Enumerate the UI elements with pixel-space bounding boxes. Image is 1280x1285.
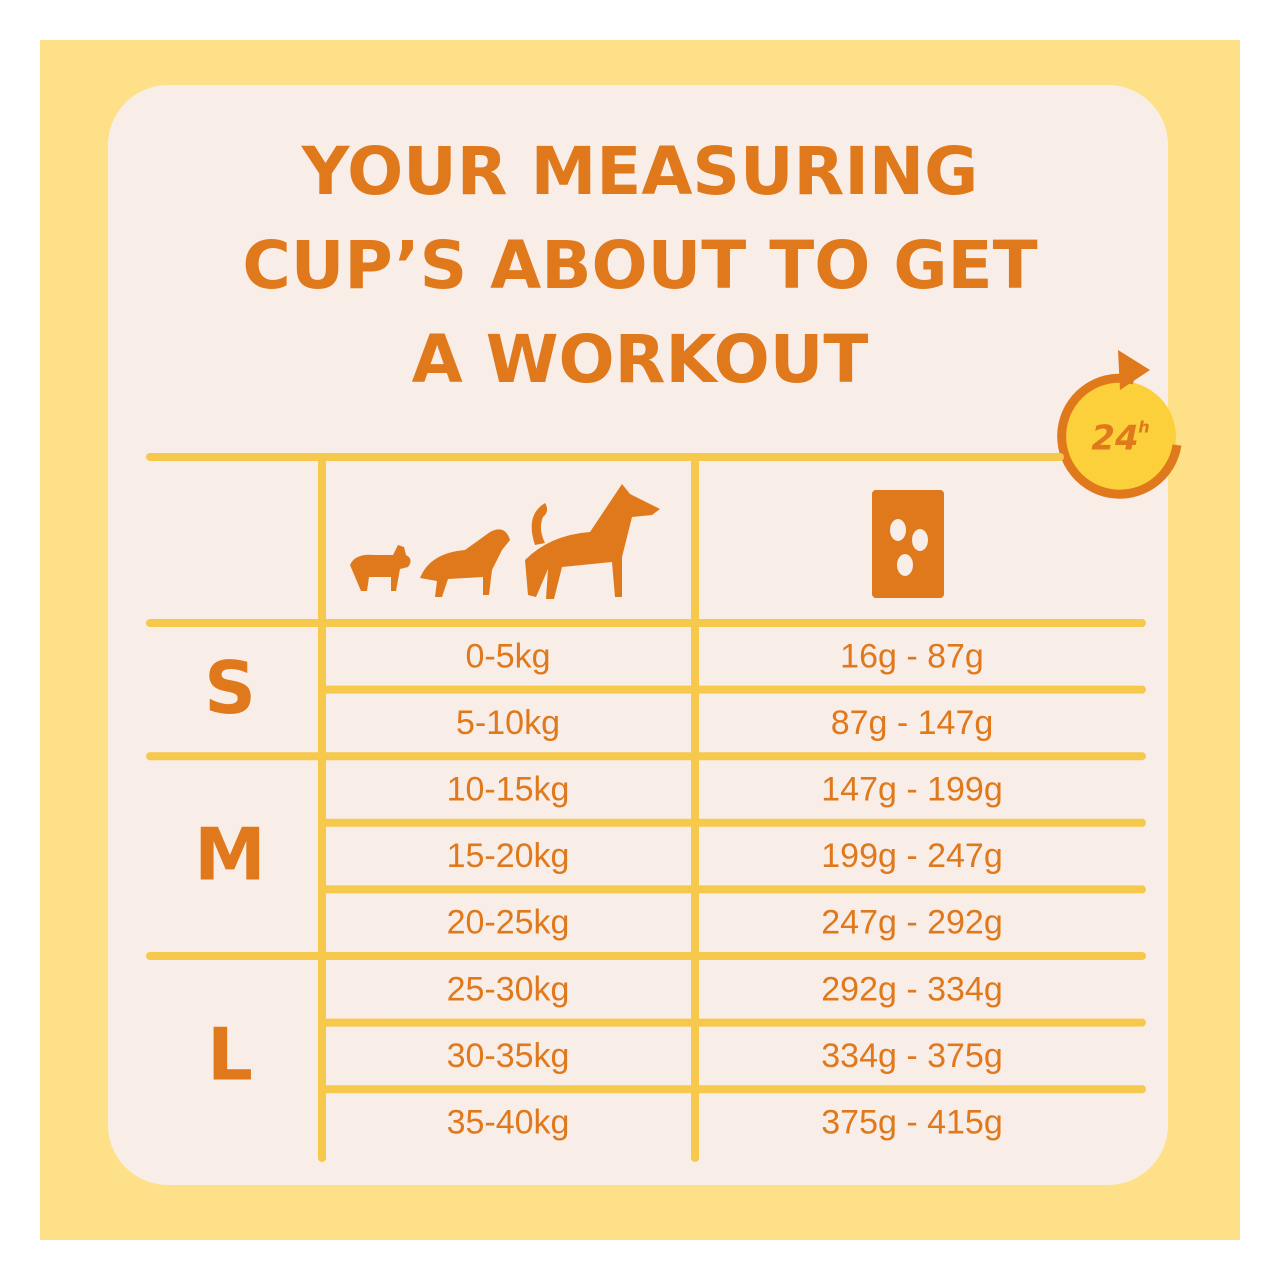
weight-cell: 0-5kg — [465, 637, 550, 675]
weight-cell: 10-15kg — [447, 770, 570, 808]
weight-cell: 25-30kg — [447, 970, 570, 1008]
weight-cell: 5-10kg — [456, 704, 560, 742]
amount-cell: 199g - 247g — [821, 837, 1003, 875]
badge: 24 h — [1057, 350, 1182, 499]
size-label: M — [194, 813, 266, 897]
badge-number: 24 — [1091, 419, 1138, 459]
title-line: YOUR MEASURING — [301, 133, 979, 210]
title-line: CUP’S ABOUT TO GET — [242, 227, 1037, 304]
amount-cell: 16g - 87g — [840, 637, 984, 675]
food-bag-icon — [872, 490, 944, 598]
weight-cell: 30-35kg — [447, 1037, 570, 1075]
badge-unit: h — [1138, 418, 1149, 437]
amount-cell: 247g - 292g — [821, 904, 1003, 942]
size-label: S — [204, 646, 256, 730]
amount-cell: 147g - 199g — [821, 770, 1003, 808]
dogs-icon — [350, 484, 660, 599]
title-line: A WORKOUT — [412, 321, 869, 398]
weight-cell: 35-40kg — [447, 1103, 570, 1141]
table: 0-5kg 16g - 87g 5-10kg 87g - 147g S 10-15kg 14… — [146, 453, 1146, 1162]
size-label: L — [207, 1012, 253, 1096]
amount-cell: 292g - 334g — [821, 970, 1003, 1008]
weight-cell: 15-20kg — [447, 837, 570, 875]
amount-cell: 375g - 415g — [821, 1103, 1003, 1141]
card — [108, 85, 1168, 1185]
amount-cell: 87g - 147g — [831, 704, 994, 742]
amount-cell: 334g - 375g — [821, 1037, 1003, 1075]
weight-cell: 20-25kg — [447, 904, 570, 942]
